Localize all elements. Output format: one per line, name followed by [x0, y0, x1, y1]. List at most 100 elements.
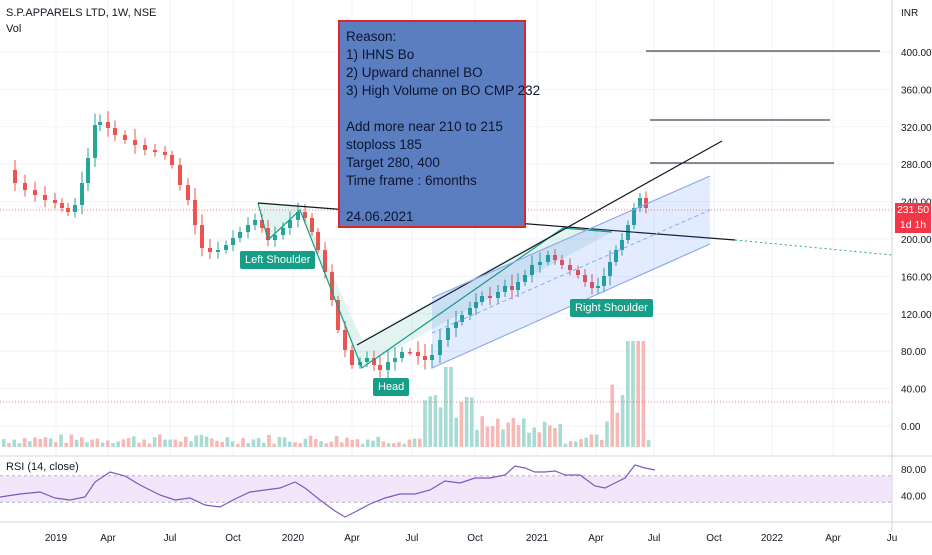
candle-body: [60, 203, 64, 208]
volume-bar: [444, 367, 448, 447]
note-line: stoploss 185: [346, 137, 422, 152]
volume-bar: [121, 439, 126, 447]
volume-bar: [199, 434, 204, 447]
candle-body: [350, 350, 354, 365]
candle-body: [200, 225, 204, 248]
time-tick-label: Jul: [406, 533, 419, 544]
price-tick-label: 0.00: [901, 422, 921, 433]
note-line: 2) Upward channel BO: [346, 65, 483, 80]
time-tick-label: Ju: [887, 533, 898, 544]
volume-bar: [236, 443, 240, 447]
volume-bar: [418, 438, 422, 447]
candle-body: [438, 340, 442, 355]
time-tick-label: Oct: [467, 533, 483, 544]
candle-body: [216, 250, 220, 252]
candle-body: [343, 330, 347, 350]
volume-bar: [568, 441, 573, 447]
candle-body: [80, 183, 84, 205]
time-tick-label: Jul: [648, 533, 661, 544]
volume-bar: [142, 439, 146, 447]
note-line: 1) IHNS Bo: [346, 47, 415, 62]
candle-body: [503, 286, 507, 292]
candle-body: [626, 225, 630, 240]
time-tick-label: 2019: [45, 533, 68, 544]
volume-bar: [17, 443, 22, 447]
volume-bar: [251, 439, 256, 447]
volume-bar: [480, 416, 484, 447]
volume-bar: [69, 434, 74, 447]
volume-bar: [132, 436, 136, 447]
rsi-line: [0, 464, 656, 518]
volume-bar: [220, 441, 224, 447]
note-line: 3) High Volume on BO CMP 232: [346, 83, 541, 98]
candle-body: [253, 220, 257, 225]
volume-bar: [2, 439, 6, 447]
volume-bar: [360, 443, 365, 447]
channel-upper: [431, 175, 711, 299]
note-line: Add more near 210 to 215: [346, 119, 503, 134]
volume-bar: [381, 441, 386, 447]
left-shoulder-label: Left Shoulder: [240, 251, 316, 269]
candle-body: [86, 158, 90, 183]
symbol-title: S.P.APPARELS LTD, 1W, NSE: [6, 7, 157, 19]
currency-label: INR: [901, 8, 918, 19]
candle-body: [224, 245, 228, 250]
candle-body: [336, 300, 340, 330]
time-tick-label: Oct: [706, 533, 722, 544]
price-tick-label: 160.00: [901, 272, 932, 283]
volume-bar: [293, 442, 297, 447]
candle-body: [123, 135, 127, 140]
volume-bar: [225, 437, 230, 447]
volume-bar: [485, 426, 490, 447]
volume-bar: [33, 437, 37, 447]
volume-bar: [267, 435, 271, 447]
volume-bar: [204, 436, 209, 447]
volume-bar: [147, 443, 152, 447]
volume-bar: [163, 439, 167, 447]
candle-body: [430, 355, 434, 360]
volume-bar: [168, 439, 172, 447]
volume-bar: [319, 441, 323, 447]
volume-bar: [542, 421, 547, 447]
volume-bar: [43, 437, 48, 447]
volume-bar: [402, 443, 406, 447]
candle-body: [238, 232, 242, 238]
candle-body: [446, 328, 450, 340]
candle-body: [408, 352, 412, 354]
volume-bar: [334, 436, 339, 447]
volume-bar: [116, 441, 120, 447]
volume-bar: [501, 429, 505, 447]
right-shoulder-label: Right Shoulder: [570, 299, 653, 317]
volume-bar: [454, 417, 458, 447]
candle-body: [620, 240, 624, 250]
rsi-tick-label: 80.00: [901, 465, 926, 476]
neckline-extension: [734, 239, 893, 256]
volume-bar: [397, 442, 401, 447]
candle-body: [23, 183, 27, 190]
price-tick-label: 400.00: [901, 48, 932, 59]
candle-body: [568, 265, 572, 270]
volume-bar: [496, 418, 500, 447]
candle-body: [608, 262, 612, 276]
time-tick-label: Apr: [825, 533, 841, 544]
volume-bar: [340, 442, 344, 447]
volume-bar: [38, 439, 42, 447]
bar-timer-tag: 1d 1h: [895, 218, 931, 233]
price-tick-label: 80.00: [901, 347, 926, 358]
price-tick-label: 320.00: [901, 123, 932, 134]
time-tick-label: 2020: [282, 533, 305, 544]
candle-body: [644, 198, 648, 208]
candle-body: [602, 276, 606, 286]
volume-bar: [376, 436, 380, 447]
volume-bar: [256, 438, 261, 447]
rsi-band: [0, 475, 892, 503]
candle-body: [386, 362, 390, 370]
volume-bar: [64, 442, 68, 447]
candle-body: [113, 128, 117, 135]
price-tick-label: 280.00: [901, 160, 932, 171]
volume-bar: [277, 436, 282, 447]
volume-bar: [22, 438, 27, 447]
candle-body: [281, 228, 285, 235]
analysis-note[interactable]: Reason: 1) IHNS Bo 2) Upward channel BO …: [338, 20, 541, 228]
